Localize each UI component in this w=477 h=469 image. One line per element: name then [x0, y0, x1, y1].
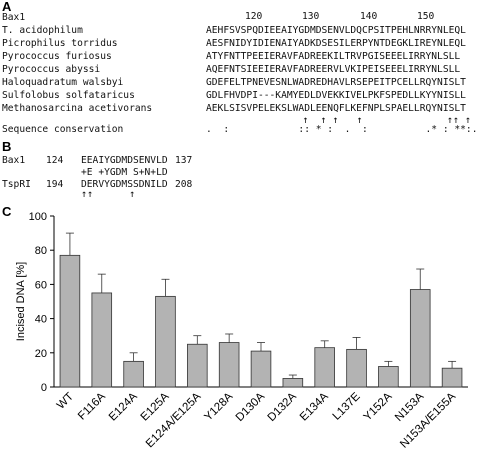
bar — [282, 378, 304, 388]
bar — [346, 348, 367, 388]
x-tick-label: E124A — [107, 390, 140, 423]
sequence: AESFNIDYIDIENAIYADKDSESILERPYNTDEGKLIREY… — [206, 38, 466, 49]
bar — [218, 342, 240, 388]
species-name: Methanosarcina acetivorans — [2, 103, 153, 114]
sequence: GDLFHVDPI---KAMYEDLDVEKKIVELPKFSPEDLLKYY… — [206, 90, 466, 101]
species-name: Pyrococcus furiosus — [2, 51, 112, 62]
species-name: Haloquadratum walsbyi — [2, 77, 124, 88]
position-140: 140 — [360, 11, 378, 22]
tspri-label: TspRI — [2, 179, 31, 190]
panel-b-label: B — [2, 139, 12, 154]
x-tick-label: E124A/E125A — [144, 390, 204, 450]
position-120: 120 — [245, 11, 263, 22]
x-tick-label: E134A — [298, 390, 331, 423]
match-line: +E +YGDM S+N+LD — [81, 167, 168, 178]
sequence: ATYFNTTPEEIERAVFADREEKILTRVPGISEEELIRRYN… — [206, 51, 461, 62]
tspri-end: 208 — [175, 179, 193, 190]
species-name: Picrophilus torridus — [2, 38, 118, 49]
position-130: 130 — [302, 11, 320, 22]
tspri-sequence: DERVYGDMSSDNILD — [81, 179, 168, 190]
sequence: GDEFELTPNEVESNLWADREDHAVLRSEPEITPCELLRQY… — [206, 77, 466, 88]
x-tick-label: N153A/E155A — [398, 390, 458, 450]
panel-a-label: A — [2, 0, 12, 14]
y-tick-label: 0 — [41, 382, 47, 394]
y-tick-label: 20 — [35, 348, 47, 360]
bax1-label: Bax1 — [2, 155, 26, 166]
tspri-arrows: ↑↑ ↑ — [81, 189, 136, 200]
bar — [314, 347, 335, 388]
tspri-start: 194 — [46, 179, 64, 190]
x-tick-label: D130A — [234, 390, 268, 424]
bar — [250, 350, 272, 388]
x-tick-label: Y152A — [362, 390, 395, 423]
y-tick-label: 60 — [35, 279, 47, 291]
bar — [378, 366, 399, 388]
x-tick-label: Y128A — [202, 390, 235, 423]
position-150: 150 — [417, 11, 435, 22]
species-name: Bax1 — [2, 12, 26, 23]
x-tick-label: D132A — [266, 390, 300, 424]
conservation-label: Sequence conservation — [2, 124, 124, 135]
bar — [123, 360, 144, 388]
y-axis-label: Incised DNA [%] — [15, 262, 27, 341]
sequence: AQEFNTSIEEIERAVFADREERVLVKIPEISEEELIRRYN… — [206, 64, 461, 75]
bar — [59, 254, 81, 388]
x-tick-label: WT — [55, 391, 76, 412]
bar — [409, 289, 431, 388]
bar — [187, 343, 208, 388]
bar — [441, 367, 463, 388]
bax1-sequence: EEAIYGDMDSENVLD — [81, 155, 168, 166]
y-tick-label: 80 — [35, 245, 47, 257]
species-name: Pyrococcus abyssi — [2, 64, 101, 75]
panel-c-label: C — [2, 204, 12, 219]
bar — [91, 292, 113, 388]
bax1-start: 124 — [46, 155, 64, 166]
conservation-symbols: . : :: * : . : .* : **:. — [206, 124, 477, 135]
bar — [155, 295, 176, 388]
sequence: AEKLSISVPELEKSLWADLEENQFLKEFNPLSPAELLRQY… — [206, 103, 466, 114]
y-tick-label: 40 — [35, 314, 47, 326]
conservation-arrows: ↑ ↑ ↑ ↑ ↑↑ ↑ — [206, 115, 471, 126]
species-name: T. acidophilum — [2, 25, 83, 36]
species-name: Sulfolobus solfataricus — [2, 90, 135, 101]
y-tick-label: 100 — [29, 211, 47, 223]
x-tick-label: F116A — [76, 390, 108, 422]
chart-bars — [59, 232, 463, 388]
bax1-end: 137 — [175, 155, 193, 166]
sequence: AEHFSVSPQDIEEAIYGDMDSENVLDQCPSITPEHLNRRY… — [206, 25, 466, 36]
x-tick-label: L137E — [331, 390, 363, 422]
